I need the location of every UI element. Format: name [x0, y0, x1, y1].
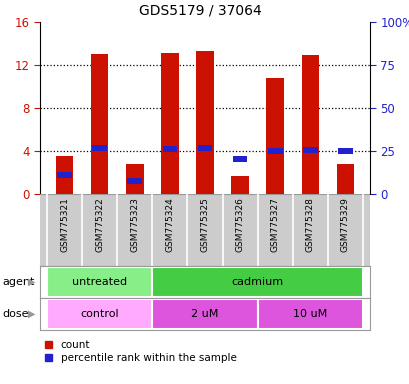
Bar	[47, 299, 152, 329]
Bar	[197, 146, 212, 151]
Bar	[91, 54, 108, 194]
Bar	[152, 299, 257, 329]
Bar	[92, 146, 107, 151]
Bar	[127, 178, 142, 184]
Text: agent: agent	[2, 277, 34, 287]
Text: GSM775324: GSM775324	[165, 198, 174, 252]
Bar	[161, 53, 178, 194]
Bar	[162, 146, 177, 152]
Text: 10 uM: 10 uM	[292, 309, 327, 319]
Text: cadmium: cadmium	[231, 277, 283, 287]
Text: GSM775321: GSM775321	[60, 198, 69, 252]
Legend: count, percentile rank within the sample: count, percentile rank within the sample	[45, 340, 236, 363]
Text: GSM775329: GSM775329	[340, 198, 349, 252]
Bar	[231, 176, 248, 194]
Text: GSM775322: GSM775322	[95, 198, 104, 252]
Bar	[257, 299, 362, 329]
Bar	[152, 266, 362, 297]
Text: ▶: ▶	[28, 277, 35, 287]
Text: GSM775328: GSM775328	[305, 198, 314, 252]
Bar	[126, 164, 143, 194]
Bar	[56, 156, 73, 194]
Text: GSM775327: GSM775327	[270, 198, 279, 252]
Text: 2 uM: 2 uM	[191, 309, 218, 319]
Text: GDS5179 / 37064: GDS5179 / 37064	[139, 4, 261, 18]
Text: ▶: ▶	[28, 309, 35, 319]
Bar	[232, 156, 247, 162]
Bar	[266, 78, 283, 194]
Bar	[302, 147, 317, 153]
Bar	[267, 148, 282, 154]
Bar	[196, 51, 213, 194]
Text: untreated: untreated	[72, 277, 127, 287]
Text: GSM775325: GSM775325	[200, 198, 209, 252]
Text: GSM775326: GSM775326	[235, 198, 244, 252]
Text: GSM775323: GSM775323	[130, 198, 139, 252]
Bar	[47, 266, 152, 297]
Text: control: control	[80, 309, 119, 319]
Bar	[336, 164, 353, 194]
Text: dose: dose	[2, 309, 29, 319]
Bar	[337, 148, 352, 154]
Bar	[57, 172, 72, 178]
Bar	[301, 55, 318, 194]
